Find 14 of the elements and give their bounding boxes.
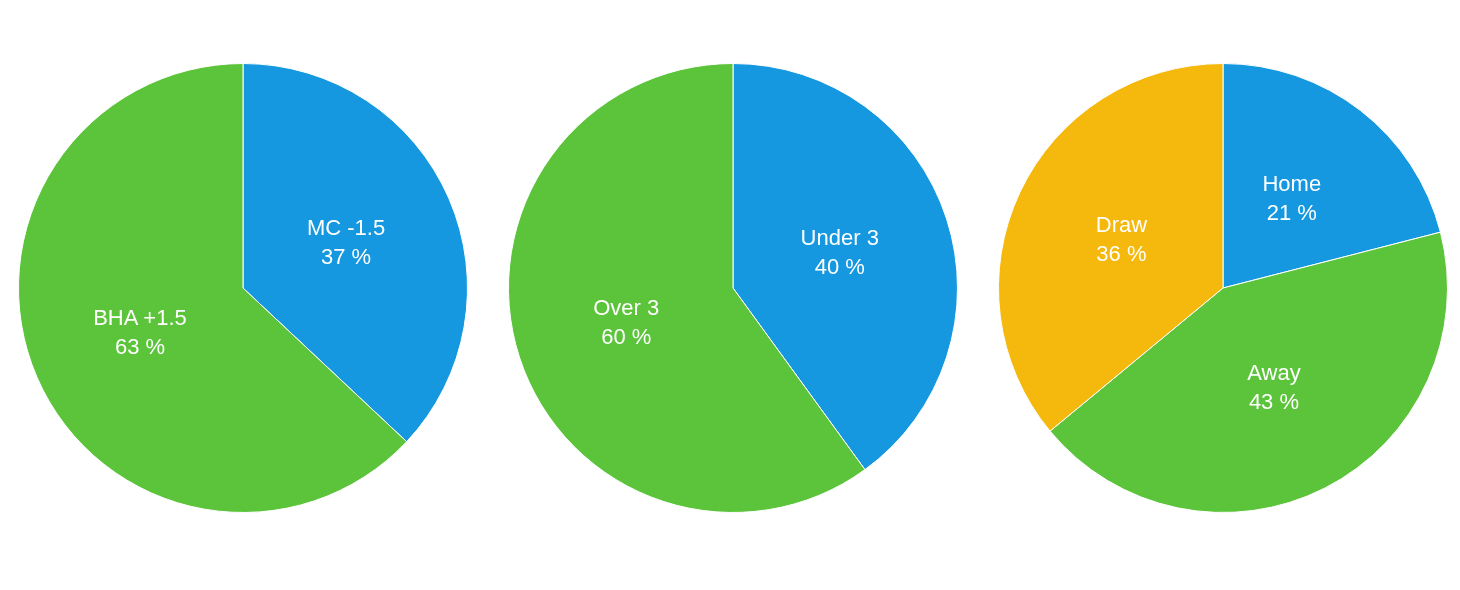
- data-label: 60 %: [601, 323, 652, 349]
- slice-label: BHA +1.5: [93, 304, 187, 330]
- slice-label: Draw: [1095, 212, 1148, 238]
- data-label: 37 %: [320, 244, 372, 270]
- slice-label: Away: [1247, 360, 1301, 386]
- data-label: 63 %: [114, 333, 166, 359]
- slice-label: Home: [1262, 171, 1322, 197]
- data-label: 40 %: [814, 254, 865, 280]
- data-label: 21 %: [1266, 200, 1317, 226]
- data-label: 36 %: [1096, 241, 1147, 267]
- slice-label: Under 3: [800, 225, 879, 251]
- data-label: 43 %: [1248, 389, 1300, 415]
- slice-label: Over 3: [593, 294, 660, 320]
- slice-label: MC -1.5: [306, 215, 386, 241]
